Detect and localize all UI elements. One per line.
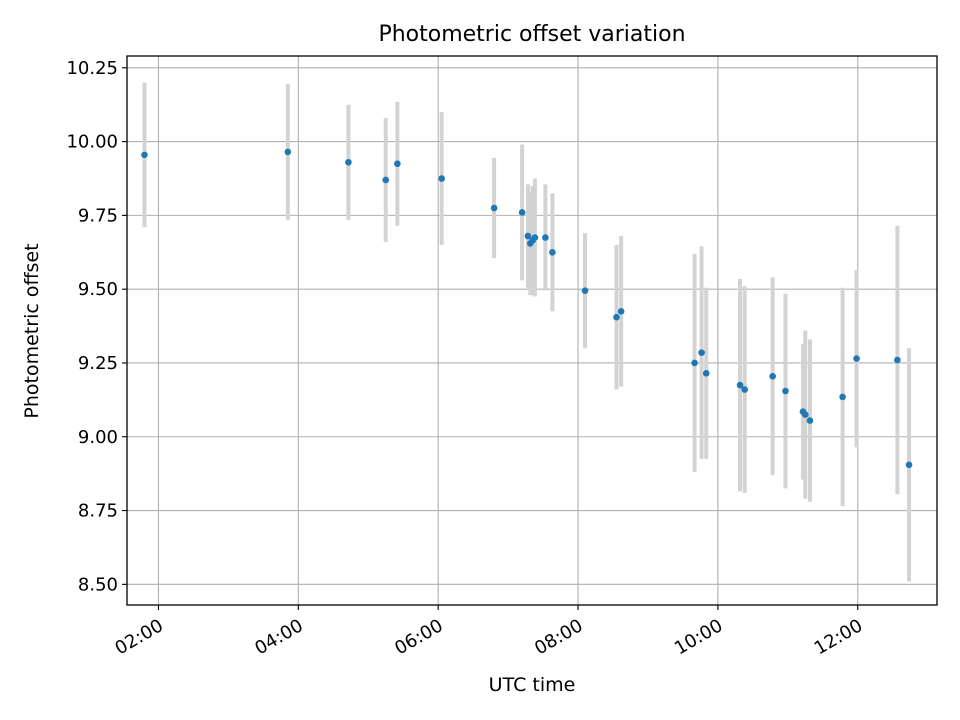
x-tick-label: 12:00 (811, 615, 866, 659)
data-point (438, 175, 445, 182)
data-point (284, 148, 292, 156)
data-point (524, 232, 532, 240)
data-point (698, 349, 705, 356)
data-point (894, 356, 901, 364)
data-point (141, 151, 148, 159)
error-bars (142, 82, 912, 582)
data-point (802, 411, 809, 418)
y-tick-label: 9.75 (78, 205, 118, 226)
data-point (613, 313, 620, 321)
y-tick-label: 8.50 (78, 574, 118, 595)
y-axis-label: Photometric offset (21, 243, 43, 419)
data-point (736, 381, 744, 389)
chart-title: Photometric offset variation (378, 22, 686, 47)
data-point (691, 359, 698, 367)
data-point (769, 372, 776, 380)
plot-area-frame (126, 55, 938, 606)
x-tick-label: 02:00 (112, 615, 167, 659)
data-point (518, 209, 526, 216)
data-point (617, 308, 625, 315)
data-point (839, 393, 846, 401)
data-point (490, 204, 498, 212)
data-point (741, 386, 748, 393)
y-tick-label: 9.00 (78, 427, 118, 448)
y-tick-label: 10.25 (66, 58, 118, 79)
data-point (549, 248, 556, 256)
data-point (394, 160, 401, 168)
y-tick-label: 9.50 (78, 279, 118, 300)
grid-lines (127, 56, 937, 605)
x-axis-label: UTC time (488, 674, 576, 696)
data-point (382, 176, 390, 184)
data-point (531, 234, 539, 241)
data-point (702, 369, 710, 377)
data-point (853, 355, 860, 362)
x-axis: 02:00 04:00 06:00 08:00 10:00 12:00 (112, 605, 866, 659)
y-tick-label: 10.00 (66, 132, 118, 153)
y-axis: 8.50 8.75 9.00 9.25 9.50 9.75 10.00 10.25 (66, 58, 127, 595)
data-points (141, 148, 913, 469)
x-tick-label: 10:00 (671, 615, 726, 659)
data-point (581, 287, 589, 294)
data-point (345, 158, 352, 166)
data-point (782, 387, 789, 395)
data-point (542, 234, 549, 241)
x-tick-label: 04:00 (251, 615, 306, 659)
data-point (905, 461, 913, 469)
y-tick-label: 9.25 (78, 353, 118, 374)
x-tick-label: 08:00 (531, 615, 586, 659)
y-tick-label: 8.75 (78, 501, 118, 522)
data-point (806, 417, 814, 424)
x-tick-label: 06:00 (391, 615, 446, 659)
